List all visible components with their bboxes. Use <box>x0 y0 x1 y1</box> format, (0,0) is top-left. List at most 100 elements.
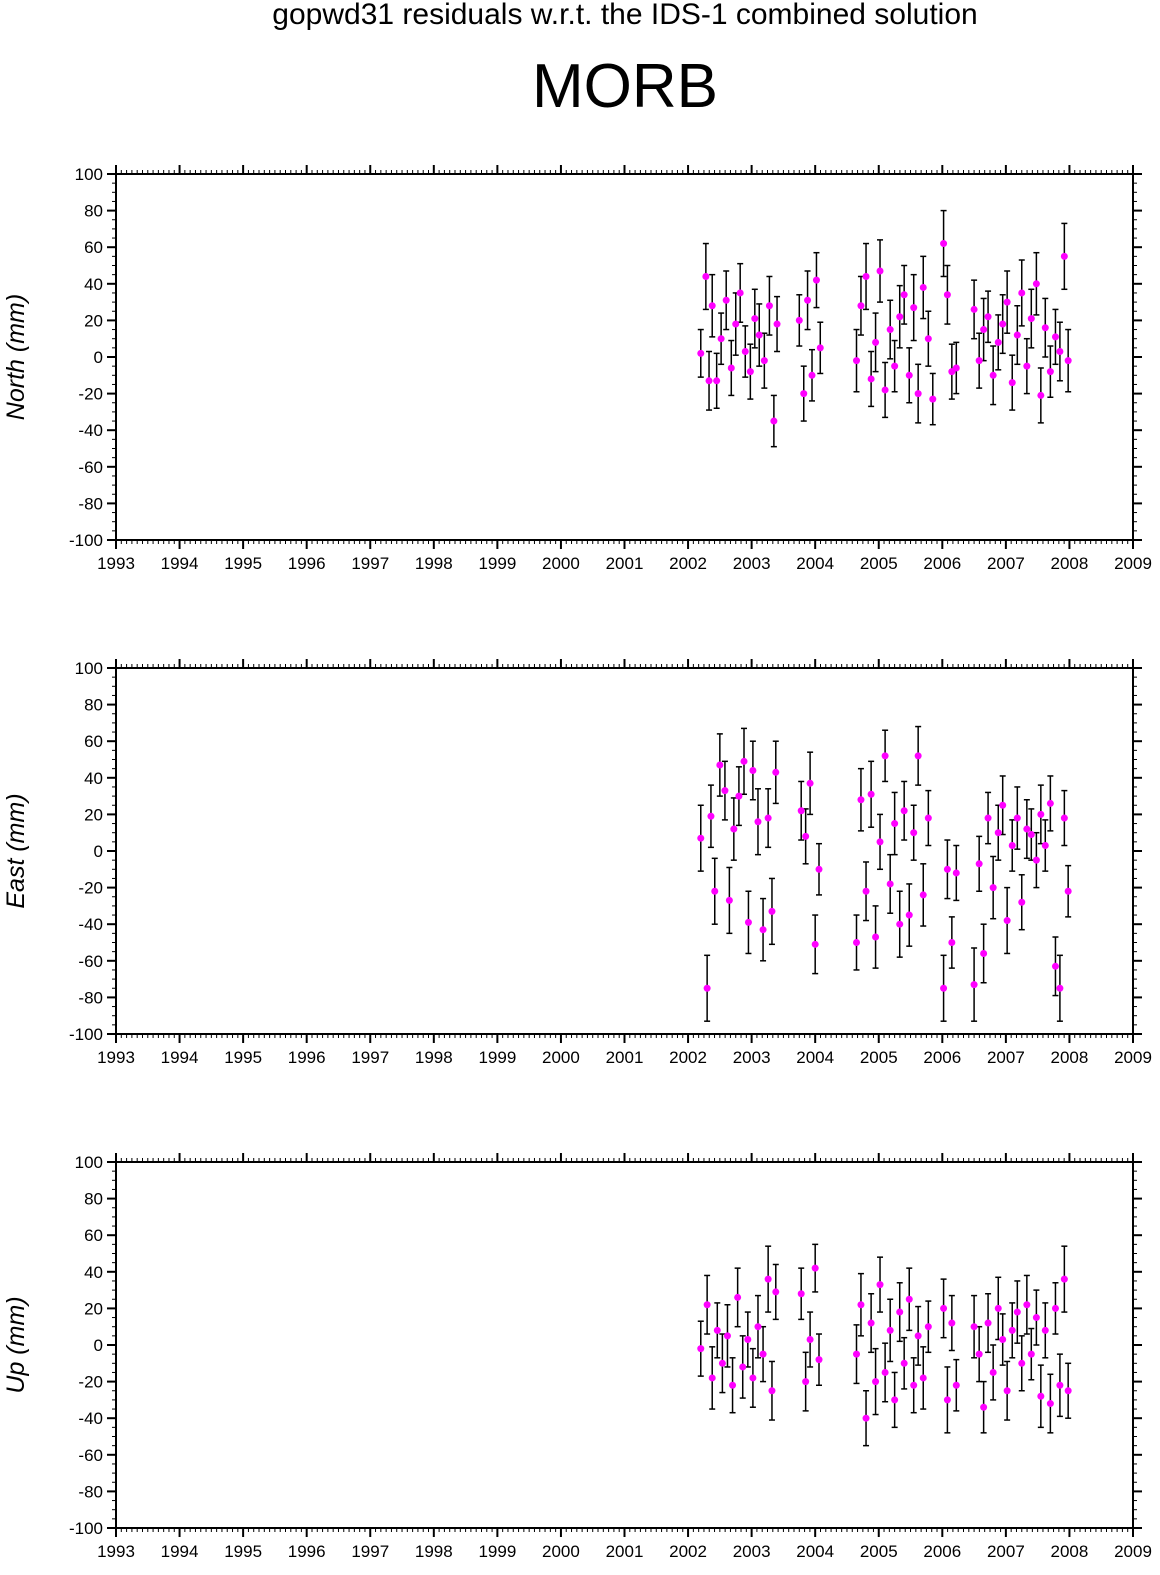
up-data-point <box>703 1301 711 1309</box>
east-data-point <box>749 766 757 774</box>
up-data-point <box>713 1326 721 1334</box>
up-x-tick-label: 2008 <box>1051 1542 1089 1561</box>
east-y-tick-label: -20 <box>78 879 103 898</box>
up-data-point <box>905 1295 913 1303</box>
east-data-point <box>1056 984 1064 992</box>
east-y-tick-label: 20 <box>84 805 103 824</box>
east-data-point <box>1064 887 1072 895</box>
up-data-point <box>1008 1326 1016 1334</box>
north-data-point <box>795 316 803 324</box>
east-data-point <box>711 887 719 895</box>
north-x-tick-label: 1996 <box>288 554 326 573</box>
up-data-point <box>900 1359 908 1367</box>
north-data-point <box>876 267 884 275</box>
east-data-point <box>910 829 918 837</box>
east-x-tick-label: 1993 <box>97 1048 135 1067</box>
north-data-point <box>984 313 992 321</box>
east-x-tick-label: 2005 <box>860 1048 898 1067</box>
figure-title: gopwd31 residuals w.r.t. the IDS-1 combi… <box>272 0 977 31</box>
north-data-point <box>760 357 768 365</box>
north-data-point <box>919 283 927 291</box>
north-data-point <box>924 335 932 343</box>
east-data-point <box>1023 825 1031 833</box>
north-data-point <box>773 320 781 328</box>
east-x-tick-label: 2000 <box>542 1048 580 1067</box>
up-panel: 1993 1994 1995 1996 1997 1998 1999 2000 2001 2002… <box>2 1153 1152 1561</box>
east-data-point <box>940 984 948 992</box>
east-data-point <box>730 825 738 833</box>
north-x-tick-label: 2004 <box>796 554 834 573</box>
up-data-point <box>896 1308 904 1316</box>
up-x-tick-label: 2003 <box>733 1542 771 1561</box>
up-data-point <box>1051 1304 1059 1312</box>
east-data-point <box>725 896 733 904</box>
up-data-point <box>1013 1308 1021 1316</box>
north-data-point <box>952 364 960 372</box>
up-y-tick-label: -20 <box>78 1373 103 1392</box>
up-y-tick-label: -100 <box>69 1519 103 1538</box>
north-x-tick-label: 1994 <box>161 554 199 573</box>
east-x-tick-label: 2003 <box>733 1048 771 1067</box>
up-data-point <box>723 1332 731 1340</box>
north-data-point <box>872 338 880 346</box>
up-data-point <box>975 1350 983 1358</box>
east-x-tick-label: 1995 <box>224 1048 262 1067</box>
east-data-point <box>1013 814 1021 822</box>
north-data-point <box>975 357 983 365</box>
east-data-point <box>994 829 1002 837</box>
east-y-tick-label: -40 <box>78 915 103 934</box>
north-data-point <box>910 304 918 312</box>
up-x-tick-label: 2005 <box>860 1542 898 1561</box>
east-plot-frame <box>115 667 1134 1035</box>
north-data-point <box>853 357 861 365</box>
up-x-tick-label: 2009 <box>1114 1542 1152 1561</box>
east-y-tick-label: 60 <box>84 732 103 751</box>
north-data-point <box>812 276 820 284</box>
east-data-point <box>1008 842 1016 850</box>
north-panel: 1993 1994 1995 1996 1997 1998 1999 2000 2001 2002… <box>2 165 1152 573</box>
north-x-tick-label: 2007 <box>987 554 1025 573</box>
east-data-point <box>797 807 805 815</box>
north-data-point <box>746 368 754 376</box>
east-data-point <box>1018 898 1026 906</box>
north-y-tick-label: -100 <box>69 531 103 550</box>
up-data-point <box>718 1359 726 1367</box>
east-data-point <box>989 884 997 892</box>
east-data-point <box>759 926 767 934</box>
east-x-tick-label: 1994 <box>161 1048 199 1067</box>
north-data-point <box>914 390 922 398</box>
north-data-point <box>980 326 988 334</box>
up-data-point <box>1060 1275 1068 1283</box>
east-y-tick-label: -80 <box>78 988 103 1007</box>
north-x-tick-label: 2001 <box>606 554 644 573</box>
east-y-tick-label: -100 <box>69 1025 103 1044</box>
up-data-point <box>806 1336 814 1344</box>
east-x-tick-label: 2004 <box>796 1048 834 1067</box>
north-data-point <box>1041 324 1049 332</box>
east-y-tick-label: 80 <box>84 696 103 715</box>
east-data-point <box>703 984 711 992</box>
east-data-point <box>896 920 904 928</box>
up-x-tick-label: 2002 <box>669 1542 707 1561</box>
north-x-tick-label: 1997 <box>351 554 389 573</box>
east-data-point <box>1046 799 1054 807</box>
north-y-tick-label: 0 <box>94 348 103 367</box>
north-data-point <box>1023 362 1031 370</box>
up-data-point <box>749 1374 757 1382</box>
north-data-point <box>741 348 749 356</box>
north-data-point <box>736 289 744 297</box>
north-data-point <box>800 390 808 398</box>
east-data-point <box>811 940 819 948</box>
north-data-point <box>886 326 894 334</box>
up-x-tick-label: 1993 <box>97 1542 135 1561</box>
east-data-point <box>980 949 988 957</box>
north-data-point <box>816 344 824 352</box>
up-data-point <box>772 1288 780 1296</box>
north-data-point <box>900 291 908 299</box>
up-data-point <box>1003 1387 1011 1395</box>
east-y-tick-label: -60 <box>78 952 103 971</box>
up-data-point <box>994 1304 1002 1312</box>
east-data-point <box>999 801 1007 809</box>
east-data-point <box>802 832 810 840</box>
east-data-point <box>914 752 922 760</box>
